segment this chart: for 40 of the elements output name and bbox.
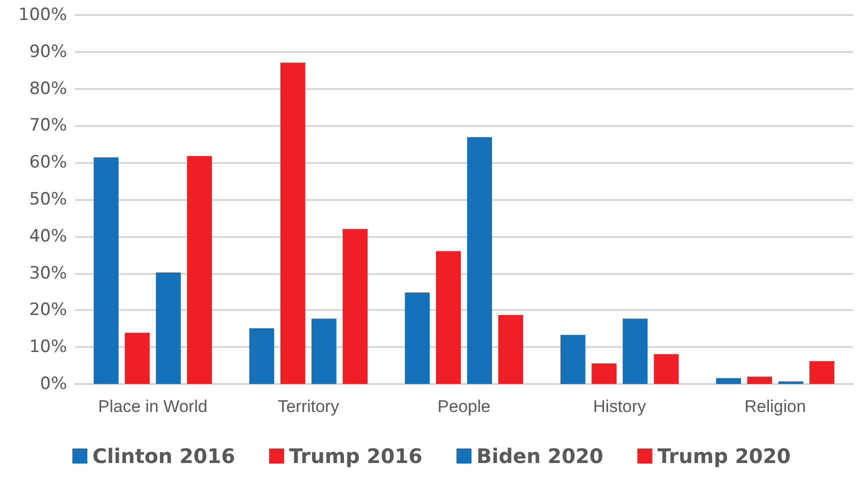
y-tick-label: 90% [29, 42, 67, 62]
bar [249, 328, 274, 384]
y-tick-label: 80% [29, 78, 67, 99]
bar [404, 292, 430, 384]
bar [809, 361, 834, 384]
y-tick-label: 100% [18, 5, 67, 25]
bar [622, 318, 648, 384]
y-tick-label: 0% [40, 374, 67, 394]
bar [592, 363, 616, 384]
bar [467, 137, 492, 384]
bar [436, 251, 461, 384]
legend-label: Biden 2020 [476, 444, 604, 468]
bar [124, 332, 150, 384]
bar [716, 378, 741, 384]
legend-label: Trump 2016 [289, 444, 422, 468]
bar [498, 314, 524, 384]
bar [747, 376, 772, 384]
y-tick-label: 30% [29, 263, 67, 284]
bar [156, 272, 181, 384]
x-tick-label: People [438, 397, 490, 416]
x-tick-label: Religion [744, 397, 806, 416]
bar [280, 62, 306, 384]
bar [187, 156, 212, 384]
bar [654, 354, 679, 384]
y-tick-label: 70% [29, 116, 67, 136]
bar [560, 334, 586, 384]
y-tick-label: 10% [29, 337, 67, 358]
y-tick-label: 40% [29, 226, 67, 246]
bar [312, 318, 336, 384]
x-tick-label: History [593, 397, 647, 416]
y-tick-label: 60% [29, 152, 67, 173]
legend-label: Clinton 2016 [92, 444, 236, 468]
y-tick-label: 50% [29, 190, 67, 210]
y-tick-label: 20% [29, 300, 67, 320]
x-tick-label: Territory [278, 397, 340, 416]
bar [342, 229, 368, 384]
bar [778, 381, 804, 384]
bar [94, 157, 119, 384]
x-tick-label: Place in World [98, 397, 208, 416]
legend-label: Trump 2020 [657, 444, 791, 468]
